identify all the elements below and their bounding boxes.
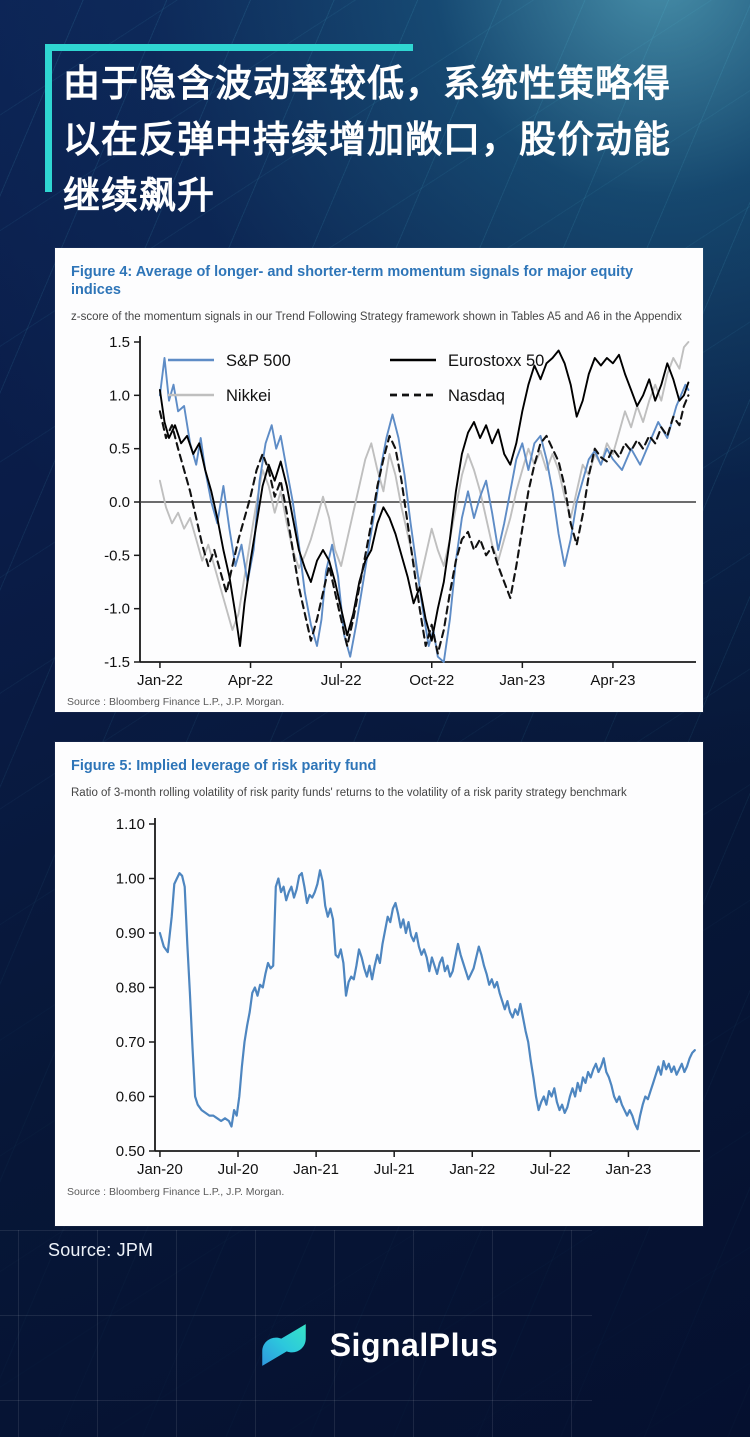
svg-text:Jan-21: Jan-21 bbox=[293, 1161, 339, 1178]
signalplus-logo-icon bbox=[261, 1324, 306, 1366]
svg-text:Apr-22: Apr-22 bbox=[228, 672, 273, 689]
headline-accent-top-bar bbox=[45, 44, 413, 51]
figure4-title: Figure 4: Average of longer- and shorter… bbox=[71, 264, 634, 298]
svg-text:-1.0: -1.0 bbox=[104, 601, 130, 618]
svg-text:Jul-21: Jul-21 bbox=[374, 1161, 415, 1178]
svg-text:Jan-22: Jan-22 bbox=[449, 1161, 495, 1178]
svg-text:S&P 500: S&P 500 bbox=[226, 352, 291, 370]
svg-text:0.70: 0.70 bbox=[116, 1034, 145, 1051]
svg-text:Eurostoxx 50: Eurostoxx 50 bbox=[448, 352, 544, 370]
svg-text:0.0: 0.0 bbox=[109, 494, 130, 511]
svg-text:1.5: 1.5 bbox=[109, 334, 130, 351]
svg-text:0.90: 0.90 bbox=[116, 925, 145, 942]
page-title-line-2: 以在反弹中持续增加敞口，股价动能 bbox=[63, 119, 671, 160]
svg-text:0.80: 0.80 bbox=[116, 980, 145, 997]
svg-text:-1.5: -1.5 bbox=[104, 654, 130, 671]
svg-text:Jan-23: Jan-23 bbox=[605, 1161, 651, 1178]
svg-text:Nasdaq: Nasdaq bbox=[448, 387, 505, 405]
page-source-note: Source: JPM bbox=[48, 1240, 154, 1260]
svg-text:Apr-23: Apr-23 bbox=[590, 672, 635, 689]
svg-text:0.5: 0.5 bbox=[109, 441, 130, 458]
figure5-source: Source : Bloomberg Finance L.P., J.P. Mo… bbox=[67, 1186, 285, 1198]
svg-text:0.60: 0.60 bbox=[116, 1089, 145, 1106]
figure4-momentum-line-chart: 1.5 1.0 0.5 0.0 -0.5 -1.0 -1.5 Jan-22 Apr-22 Jul-… bbox=[104, 334, 696, 689]
page-title-line-1: 由于隐含波动率较低，系统性策略得 bbox=[63, 63, 671, 104]
svg-text:Oct-22: Oct-22 bbox=[409, 672, 454, 689]
figure4-subtitle: z-score of the momentum signals in our T… bbox=[71, 311, 682, 323]
page-title: 由于隐含波动率较低，系统性策略得 以在反弹中持续增加敞口，股价动能 继续飙升 bbox=[45, 44, 705, 224]
svg-text:Jan-20: Jan-20 bbox=[137, 1161, 183, 1178]
svg-text:0.50: 0.50 bbox=[116, 1143, 145, 1160]
figure5-title: Figure 5: Implied leverage of risk parit… bbox=[71, 758, 377, 774]
figure5-subtitle: Ratio of 3-month rolling volatility of r… bbox=[71, 787, 627, 799]
svg-text:Nikkei: Nikkei bbox=[226, 387, 271, 405]
svg-text:-0.5: -0.5 bbox=[104, 547, 130, 564]
svg-text:1.10: 1.10 bbox=[116, 816, 145, 833]
svg-text:1.00: 1.00 bbox=[116, 871, 145, 888]
headline-accent-left-bar bbox=[45, 44, 52, 192]
svg-text:1.0: 1.0 bbox=[109, 387, 130, 404]
figure4-source: Source : Bloomberg Finance L.P., J.P. Mo… bbox=[67, 696, 285, 708]
brand-name: SignalPlus bbox=[329, 1326, 499, 1363]
headline-block: 由于隐含波动率较低，系统性策略得 以在反弹中持续增加敞口，股价动能 继续飙升 bbox=[45, 44, 705, 224]
brand-footer: SignalPlus bbox=[0, 1316, 750, 1374]
svg-text:Jul-22: Jul-22 bbox=[530, 1161, 571, 1178]
page-title-line-3: 继续飙升 bbox=[63, 175, 215, 216]
svg-text:Jan-22: Jan-22 bbox=[137, 672, 183, 689]
svg-text:Jan-23: Jan-23 bbox=[499, 672, 545, 689]
svg-text:Jul-20: Jul-20 bbox=[218, 1161, 259, 1178]
svg-text:Jul-22: Jul-22 bbox=[321, 672, 362, 689]
figure4-panel: Figure 4: Average of longer- and shorter… bbox=[55, 248, 703, 712]
figure5-panel: Figure 5: Implied leverage of risk parit… bbox=[55, 742, 703, 1226]
